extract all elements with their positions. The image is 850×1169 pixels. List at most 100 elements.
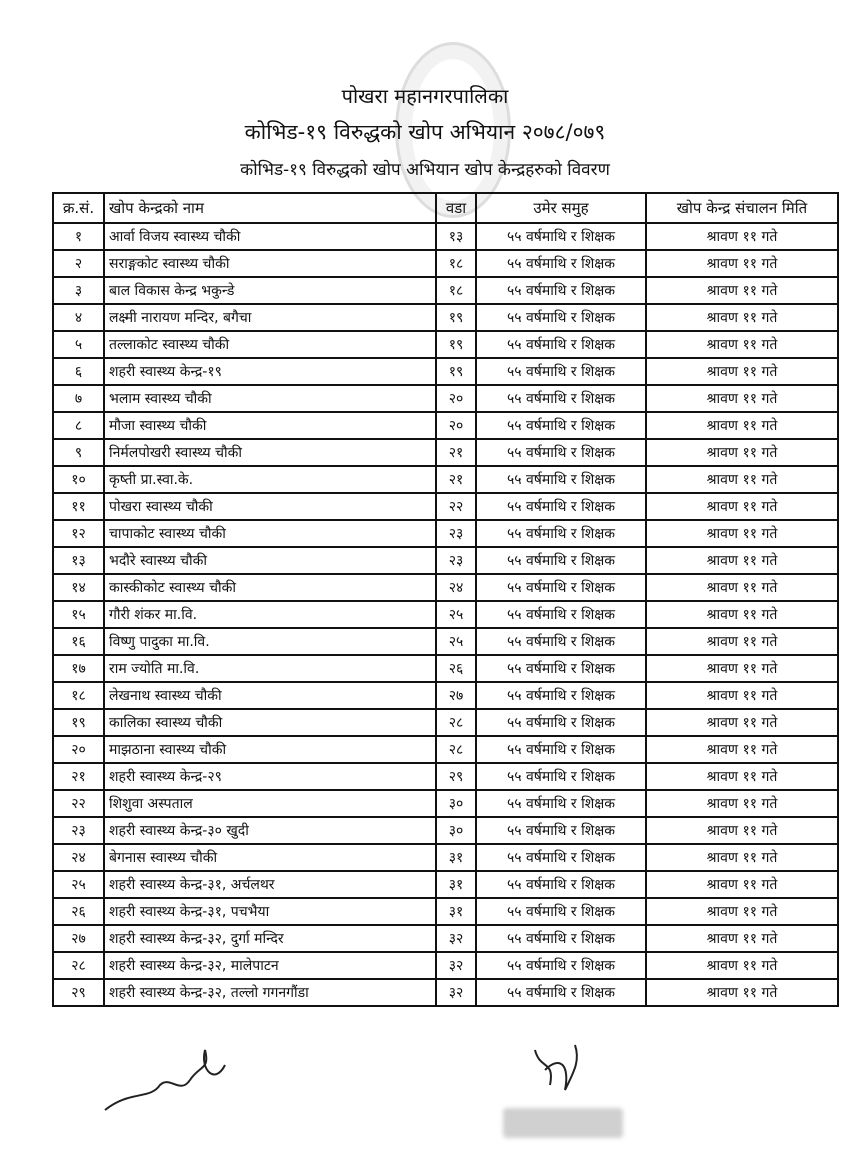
table-row: १५ गौरी शंकर मा.वि. २५ ५५ वर्षमाथि र शिक्षक… xyxy=(52,600,839,629)
date-cell: श्रावण ११ गते xyxy=(645,951,839,980)
serial-cell: २६ xyxy=(52,897,105,926)
center-name-cell: कालिका स्वास्थ्य चौकी xyxy=(103,708,437,737)
table-row: ९ निर्मलपोखरी स्वास्थ्य चौकी २१ ५५ वर्षमाथि… xyxy=(52,438,839,467)
age-group-cell: ५५ वर्षमाथि र शिक्षक xyxy=(475,870,647,899)
document-subtitle: कोभिड-१९ विरुद्धको खोप अभियान खोप केन्द्… xyxy=(240,160,610,180)
ward-cell: १८ xyxy=(435,276,477,305)
date-cell: श्रावण ११ गते xyxy=(645,330,839,359)
center-name-cell: शहरी स्वास्थ्य केन्द्र-३१, पचभैया xyxy=(103,897,437,926)
age-group-cell: ५५ वर्षमाथि र शिक्षक xyxy=(475,330,647,359)
serial-cell: १० xyxy=(52,465,105,494)
column-header-age-group: उमेर समुह xyxy=(475,192,647,224)
date-cell: श्रावण ११ गते xyxy=(645,492,839,521)
ward-cell: ३१ xyxy=(435,870,477,899)
date-cell: श्रावण ११ गते xyxy=(645,627,839,656)
center-name-cell: लेखनाथ स्वास्थ्य चौकी xyxy=(103,681,437,710)
date-cell: श्रावण ११ गते xyxy=(645,789,839,818)
table-row: १८ लेखनाथ स्वास्थ्य चौकी २७ ५५ वर्षमाथि र श… xyxy=(52,681,839,710)
center-name-cell: लक्ष्मी नारायण मन्दिर, बगैचा xyxy=(103,303,437,332)
table-row: २९ शहरी स्वास्थ्य केन्द्र-३२, तल्लो गगनगौ… xyxy=(52,978,839,1007)
ward-cell: ३२ xyxy=(435,951,477,980)
date-cell: श्रावण ११ गते xyxy=(645,816,839,845)
serial-cell: २९ xyxy=(52,978,105,1007)
table-row: १२ चापाकोट स्वास्थ्य चौकी २३ ५५ वर्षमाथि र … xyxy=(52,519,839,548)
date-cell: श्रावण ११ गते xyxy=(645,384,839,413)
center-name-cell: बेगनास स्वास्थ्य चौकी xyxy=(103,843,437,872)
ward-cell: २७ xyxy=(435,681,477,710)
serial-cell: ८ xyxy=(52,411,105,440)
center-name-cell: शहरी स्वास्थ्य केन्द्र-३२, तल्लो गगनगौंड… xyxy=(103,978,437,1007)
table-row: २५ शहरी स्वास्थ्य केन्द्र-३१, अर्चलथर ३१ ५५… xyxy=(52,870,839,899)
table-row: २२ शिशुवा अस्पताल ३० ५५ वर्षमाथि र शिक्षक श्… xyxy=(52,789,839,818)
serial-cell: १७ xyxy=(52,654,105,683)
age-group-cell: ५५ वर्षमाथि र शिक्षक xyxy=(475,627,647,656)
age-group-cell: ५५ वर्षमाथि र शिक्षक xyxy=(475,303,647,332)
serial-cell: २० xyxy=(52,735,105,764)
age-group-cell: ५५ वर्षमाथि र शिक्षक xyxy=(475,681,647,710)
table-row: ३ बाल विकास केन्द्र भकुन्डे १८ ५५ वर्षमाथि … xyxy=(52,276,839,305)
office-title: पोखरा महानगरपालिका xyxy=(341,84,509,108)
table-row: १३ भदौरे स्वास्थ्य चौकी २३ ५५ वर्षमाथि र शि… xyxy=(52,546,839,575)
center-name-cell: भदौरे स्वास्थ्य चौकी xyxy=(103,546,437,575)
age-group-cell: ५५ वर्षमाथि र शिक्षक xyxy=(475,951,647,980)
ward-cell: २४ xyxy=(435,573,477,602)
center-name-cell: शहरी स्वास्थ्य केन्द्र-३२, मालेपाटन xyxy=(103,951,437,980)
table-row: २७ शहरी स्वास्थ्य केन्द्र-३२, दुर्गा मन्द… xyxy=(52,924,839,953)
serial-cell: ५ xyxy=(52,330,105,359)
table-row: १७ राम ज्योति मा.वि. २६ ५५ वर्षमाथि र शिक्ष… xyxy=(52,654,839,683)
serial-cell: २२ xyxy=(52,789,105,818)
date-cell: श्रावण ११ गते xyxy=(645,924,839,953)
ward-cell: २३ xyxy=(435,519,477,548)
ward-cell: १९ xyxy=(435,357,477,386)
center-name-cell: शहरी स्वास्थ्य केन्द्र-१९ xyxy=(103,357,437,386)
serial-cell: ४ xyxy=(52,303,105,332)
age-group-cell: ५५ वर्षमाथि र शिक्षक xyxy=(475,411,647,440)
ward-cell: २९ xyxy=(435,762,477,791)
date-cell: श्रावण ११ गते xyxy=(645,600,839,629)
ward-cell: ३० xyxy=(435,816,477,845)
table-row: २८ शहरी स्वास्थ्य केन्द्र-३२, मालेपाटन ३२ ५… xyxy=(52,951,839,980)
age-group-cell: ५५ वर्षमाथि र शिक्षक xyxy=(475,654,647,683)
table-row: १६ विष्णु पादुका मा.वि. २५ ५५ वर्षमाथि र शि… xyxy=(52,627,839,656)
age-group-cell: ५५ वर्षमाथि र शिक्षक xyxy=(475,546,647,575)
center-name-cell: पोखरा स्वास्थ्य चौकी xyxy=(103,492,437,521)
center-name-cell: माझठाना स्वास्थ्य चौकी xyxy=(103,735,437,764)
table-row: १९ कालिका स्वास्थ्य चौकी २८ ५५ वर्षमाथि र श… xyxy=(52,708,839,737)
center-name-cell: शिशुवा अस्पताल xyxy=(103,789,437,818)
table-row: २ सराङ्गकोट स्वास्थ्य चौकी १८ ५५ वर्षमाथि र… xyxy=(52,249,839,278)
ward-cell: ३२ xyxy=(435,978,477,1007)
age-group-cell: ५५ वर्षमाथि र शिक्षक xyxy=(475,465,647,494)
center-name-cell: निर्मलपोखरी स्वास्थ्य चौकी xyxy=(103,438,437,467)
date-cell: श्रावण ११ गते xyxy=(645,762,839,791)
ward-cell: २१ xyxy=(435,438,477,467)
ward-cell: १९ xyxy=(435,330,477,359)
serial-cell: ११ xyxy=(52,492,105,521)
column-header-center-name: खोप केन्द्रको नाम xyxy=(103,192,437,224)
center-name-cell: शहरी स्वास्थ्य केन्द्र-२९ xyxy=(103,762,437,791)
date-cell: श्रावण ११ गते xyxy=(645,222,839,251)
serial-cell: ६ xyxy=(52,357,105,386)
age-group-cell: ५५ वर्षमाथि र शिक्षक xyxy=(475,573,647,602)
ward-cell: १३ xyxy=(435,222,477,251)
age-group-cell: ५५ वर्षमाथि र शिक्षक xyxy=(475,978,647,1007)
ward-cell: २६ xyxy=(435,654,477,683)
table-row: १ आर्वा विजय स्वास्थ्य चौकी १३ ५५ वर्षमाथि … xyxy=(52,222,839,251)
serial-cell: १३ xyxy=(52,546,105,575)
office-stamp xyxy=(503,1108,623,1138)
table-row: २१ शहरी स्वास्थ्य केन्द्र-२९ २९ ५५ वर्षमाथि… xyxy=(52,762,839,791)
table-row: २० माझठाना स्वास्थ्य चौकी २८ ५५ वर्षमाथि र … xyxy=(52,735,839,764)
center-name-cell: कास्कीकोट स्वास्थ्य चौकी xyxy=(103,573,437,602)
date-cell: श्रावण ११ गते xyxy=(645,249,839,278)
table-row: ११ पोखरा स्वास्थ्य चौकी २२ ५५ वर्षमाथि र शि… xyxy=(52,492,839,521)
date-cell: श्रावण ११ गते xyxy=(645,735,839,764)
column-header-serial: क्र.सं. xyxy=(52,192,105,224)
serial-cell: २१ xyxy=(52,762,105,791)
signature-right xyxy=(534,1044,578,1091)
age-group-cell: ५५ वर्षमाथि र शिक्षक xyxy=(475,276,647,305)
ward-cell: १९ xyxy=(435,303,477,332)
ward-cell: २१ xyxy=(435,465,477,494)
table-row: २३ शहरी स्वास्थ्य केन्द्र-३० खुदी ३० ५५ वर्… xyxy=(52,816,839,845)
date-cell: श्रावण ११ गते xyxy=(645,978,839,1007)
serial-cell: २४ xyxy=(52,843,105,872)
center-name-cell: तल्लाकोट स्वास्थ्य चौकी xyxy=(103,330,437,359)
